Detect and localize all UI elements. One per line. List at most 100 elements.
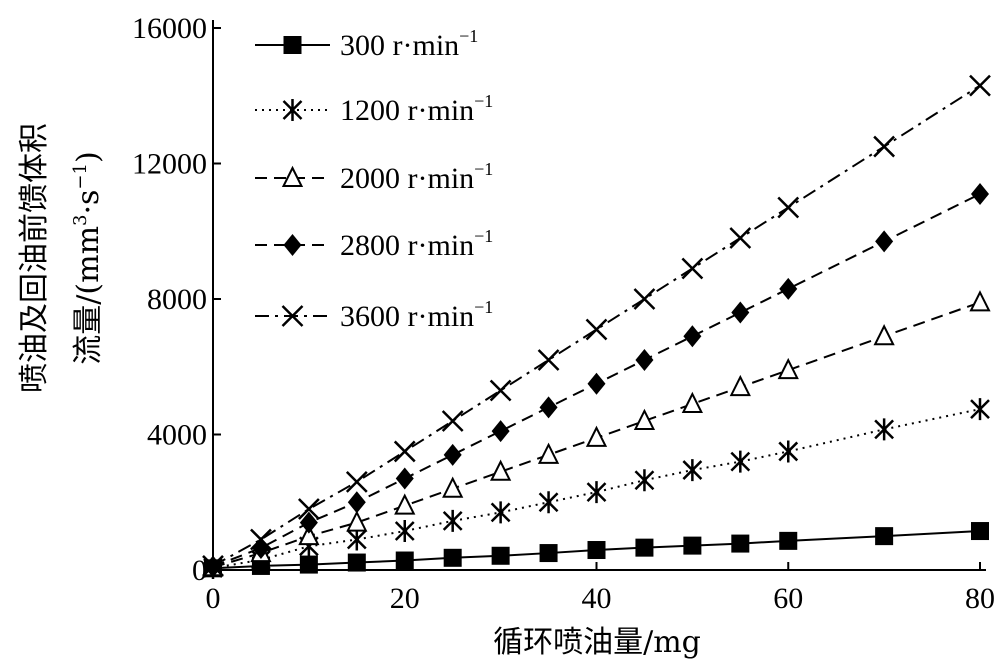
data-point — [874, 418, 895, 441]
legend-marker — [281, 165, 304, 187]
data-point — [441, 410, 464, 432]
data-point — [346, 510, 368, 532]
data-point — [635, 348, 654, 371]
data-point — [347, 553, 366, 572]
data-point — [633, 288, 656, 310]
data-point — [633, 408, 656, 430]
data-point — [729, 374, 751, 397]
data-point — [729, 227, 752, 249]
y-tick-label: 0 — [192, 554, 207, 587]
data-point — [777, 196, 800, 219]
plot-area — [202, 74, 991, 579]
series-line — [212, 301, 981, 569]
y-tick-label: 8000 — [147, 283, 207, 316]
data-point — [585, 425, 608, 447]
data-point — [779, 277, 798, 300]
data-point — [634, 469, 655, 492]
data-point — [875, 230, 894, 253]
legend-label: 2000 r·min−1 — [340, 159, 493, 195]
x-tick-label: 40 — [582, 582, 612, 615]
data-point — [635, 538, 654, 557]
y-axis-title-2: 流量/(mm3·s−1) — [70, 151, 106, 364]
data-point — [539, 544, 558, 563]
legend-entry-3: 2800 r·min−1 — [255, 226, 493, 262]
data-point — [250, 528, 272, 551]
y-axis-title-line1: 喷油及回油前馈体积 — [17, 123, 52, 393]
data-point — [345, 471, 368, 493]
legend-label: 1200 r·min−1 — [340, 91, 493, 127]
series-4 — [202, 74, 991, 577]
data-point — [779, 531, 798, 550]
x-tick-label: 0 — [206, 582, 221, 615]
data-point — [538, 491, 559, 514]
data-point — [395, 551, 414, 570]
data-point — [585, 318, 608, 341]
legend-entry-4: 3600 r·min−1 — [255, 297, 493, 333]
data-point — [443, 548, 462, 567]
data-point — [587, 541, 606, 560]
legend-marker — [283, 234, 302, 256]
legend-entry-0: 300 r·min−1 — [255, 26, 478, 62]
legend-entry-1: 1200 r·min−1 — [255, 91, 493, 127]
y-tick-label: 16000 — [132, 12, 207, 45]
legend: 300 r·min−1 1200 r·min−1 2000 r·min−1 2800 … — [255, 26, 493, 333]
legend-marker — [282, 99, 303, 121]
legend-label: 3600 r·min−1 — [340, 297, 493, 333]
data-point — [778, 440, 799, 463]
data-point — [875, 527, 894, 546]
data-point — [731, 534, 750, 553]
data-point — [490, 459, 512, 481]
data-point — [539, 396, 558, 419]
data-point — [346, 528, 367, 551]
data-point — [777, 357, 799, 380]
data-point — [969, 74, 991, 97]
data-point — [970, 398, 990, 421]
data-point — [489, 379, 512, 402]
data-point — [537, 349, 560, 371]
legend-label: 2800 r·min−1 — [340, 226, 493, 262]
legend-marker — [281, 305, 304, 327]
series-0 — [204, 522, 989, 578]
y-axis-title-line2: 流量/(mm3·s−1) — [70, 151, 106, 364]
data-point — [442, 476, 464, 498]
y-tick-label: 4000 — [147, 419, 207, 452]
data-point — [681, 391, 703, 414]
data-point — [491, 546, 510, 565]
series-line — [212, 84, 981, 567]
axes: 0 20 40 60 80 0 4000 8000 12000 16000 — [132, 12, 995, 615]
data-point — [683, 325, 702, 348]
data-point — [443, 443, 462, 466]
legend-entry-2: 2000 r·min−1 — [255, 159, 493, 195]
data-point — [297, 498, 320, 520]
data-point — [395, 467, 414, 490]
data-point — [681, 257, 704, 280]
data-point — [394, 520, 415, 543]
y-axis-title: 喷油及回油前馈体积 — [17, 123, 52, 393]
x-tick-label: 20 — [390, 582, 420, 615]
data-point — [971, 522, 989, 541]
data-point — [394, 493, 416, 515]
data-point — [587, 372, 606, 395]
data-point — [298, 523, 320, 546]
data-point — [682, 459, 703, 482]
series-2 — [202, 290, 991, 577]
data-point — [971, 182, 989, 205]
x-tick-label: 60 — [773, 582, 803, 615]
data-point — [393, 440, 416, 463]
data-point — [683, 536, 702, 555]
legend-label: 300 r·min−1 — [340, 26, 478, 62]
data-point — [299, 511, 318, 534]
data-point — [873, 324, 895, 346]
data-point — [730, 450, 751, 473]
x-tick-label: 80 — [965, 582, 995, 615]
data-point — [442, 509, 463, 532]
data-point — [347, 491, 366, 514]
data-point — [537, 442, 560, 464]
data-point — [586, 481, 607, 504]
legend-marker — [283, 36, 302, 54]
x-axis-title: 循环喷油量/mg — [493, 625, 701, 660]
data-point — [731, 301, 750, 324]
data-point — [490, 501, 511, 524]
series-3 — [204, 182, 989, 578]
